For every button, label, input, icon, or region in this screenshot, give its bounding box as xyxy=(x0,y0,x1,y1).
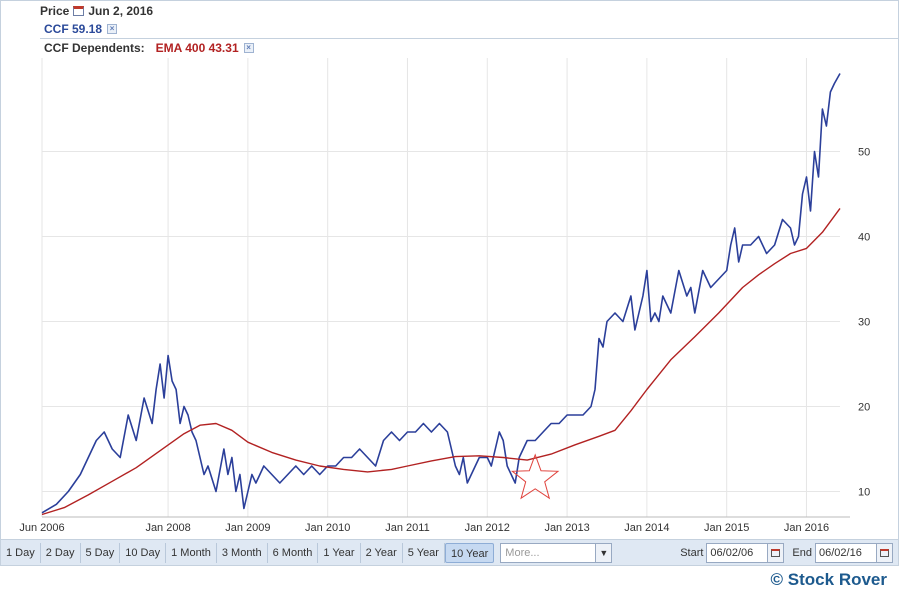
range-button[interactable]: 1 Year xyxy=(318,542,361,563)
price-label: Price xyxy=(40,4,70,18)
brand-logo: © Stock Rover xyxy=(770,570,887,589)
end-date-field[interactable]: 06/02/16 xyxy=(815,542,877,563)
range-button[interactable]: 1 Month xyxy=(166,542,217,563)
x-tick-label: Jan 2015 xyxy=(704,522,749,534)
range-button[interactable]: 10 Year xyxy=(444,542,495,563)
range-button[interactable]: 5 Day xyxy=(81,542,121,563)
ema-series-line xyxy=(41,207,841,516)
y-tick-label: 20 xyxy=(858,402,870,414)
start-label: Start xyxy=(680,546,704,559)
range-button[interactable]: 1 Day xyxy=(1,542,41,563)
series-layer xyxy=(41,73,841,516)
range-button[interactable]: 10 Day xyxy=(120,542,167,563)
header-divider xyxy=(40,38,899,39)
y-tick-label: 30 xyxy=(858,317,870,329)
price-series-line xyxy=(41,73,841,514)
x-tick-label: Jan 2011 xyxy=(385,522,429,534)
ema-value: EMA 400 43.31 xyxy=(155,41,239,55)
star-annotation xyxy=(510,453,560,500)
grid xyxy=(41,58,840,517)
annotation-layer xyxy=(510,453,560,500)
x-tick-label: Jan 2008 xyxy=(145,522,190,534)
y-tick-label: 50 xyxy=(858,147,870,159)
dependents-header: CCF Dependents: EMA 400 43.31 × xyxy=(44,40,254,56)
calendar-icon[interactable] xyxy=(877,542,893,563)
x-tick-label: Jan 2014 xyxy=(624,522,669,534)
start-date-field[interactable]: 06/02/06 xyxy=(706,542,769,563)
x-tick-label: Jan 2010 xyxy=(305,522,350,534)
price-chart: Jun 2006 Jan 2008 Jan 2009 Jan 2010 Jan 2011… xyxy=(19,58,870,535)
range-button[interactable]: 6 Month xyxy=(268,542,319,563)
x-tick-label: Jan 2013 xyxy=(544,522,589,534)
y-tick-label: 10 xyxy=(858,487,870,499)
x-tick-label: Jan 2009 xyxy=(225,522,270,534)
dependents-label: CCF Dependents: xyxy=(44,41,145,55)
date-label: Jun 2, 2016 xyxy=(88,4,154,18)
axes: Jun 2006 Jan 2008 Jan 2009 Jan 2010 Jan 2011… xyxy=(19,147,870,535)
chevron-down-icon[interactable]: ▼ xyxy=(595,543,612,562)
range-toolbar: 1 Day 2 Day 5 Day 10 Day 1 Month 3 Month 6 Mon… xyxy=(1,539,898,565)
price-header: Price Jun 2, 2016 xyxy=(40,3,153,19)
range-button[interactable]: 5 Year xyxy=(403,542,445,563)
x-tick-label: Jun 2006 xyxy=(19,522,64,534)
range-button[interactable]: 2 Day xyxy=(41,542,81,563)
x-tick-label: Jan 2012 xyxy=(465,522,510,534)
end-label: End xyxy=(792,546,812,559)
range-buttons: 1 Day 2 Day 5 Day 10 Day 1 Month 3 Month 6 Mon… xyxy=(1,542,495,563)
calendar-icon[interactable] xyxy=(73,6,85,16)
x-tick-label: Jan 2016 xyxy=(784,522,829,534)
calendar-icon[interactable] xyxy=(768,542,785,563)
range-button[interactable]: 2 Year xyxy=(361,542,403,563)
range-button[interactable]: 3 Month xyxy=(217,542,268,563)
y-tick-label: 40 xyxy=(858,232,870,244)
more-placeholder: More... xyxy=(505,546,540,559)
ticker-value: CCF 59.18 xyxy=(44,22,103,36)
ticker-header: CCF 59.18 × xyxy=(44,21,118,37)
more-select[interactable]: More... ▼ xyxy=(500,542,613,563)
close-icon[interactable]: × xyxy=(107,24,118,34)
close-icon[interactable]: × xyxy=(243,43,254,53)
